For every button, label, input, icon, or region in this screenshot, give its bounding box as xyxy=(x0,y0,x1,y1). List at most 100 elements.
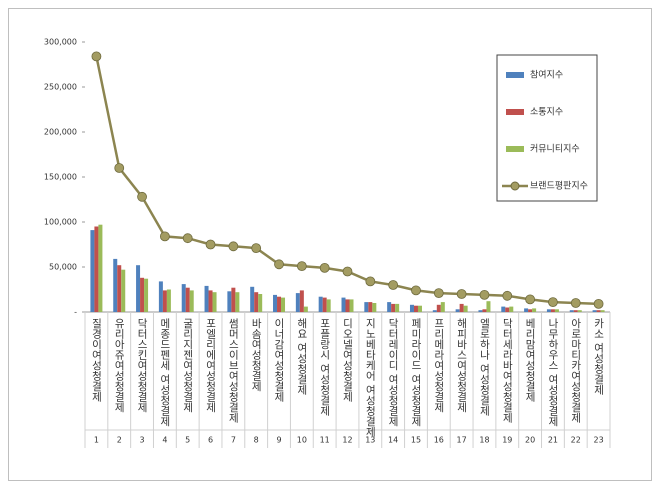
bar xyxy=(463,305,468,312)
bar xyxy=(181,284,186,312)
y-tick-label: 100,000 xyxy=(44,218,77,227)
marker xyxy=(433,288,444,299)
bar xyxy=(299,290,304,312)
bar xyxy=(318,296,323,312)
bar xyxy=(281,297,286,312)
bar xyxy=(345,299,350,312)
x-tick-label: 지노베타케어 여성청결제 xyxy=(364,318,376,438)
marker xyxy=(296,261,307,272)
legend-label: 커뮤니티지수 xyxy=(530,144,580,155)
bar xyxy=(391,303,396,312)
bar xyxy=(573,310,578,312)
rank-label: 1 xyxy=(94,436,99,445)
marker xyxy=(593,298,604,309)
bar xyxy=(440,302,445,312)
rank-label: 13 xyxy=(365,436,375,445)
bar xyxy=(455,309,460,312)
bar xyxy=(509,306,514,312)
marker xyxy=(251,243,262,254)
x-tick-label: 카소 여성청결제 xyxy=(593,318,605,396)
bar xyxy=(117,265,122,312)
x-tick-label: 디오넬여성청결제 xyxy=(342,318,354,403)
legend-box xyxy=(496,54,598,202)
y-tick-label: 300,000 xyxy=(44,38,77,47)
x-tick-label: 닥터세라바여성청결제 xyxy=(501,318,513,424)
bar xyxy=(144,278,149,312)
rank-label: 12 xyxy=(342,436,352,445)
x-tick-label: 닥터레이디 여성청결제 xyxy=(387,318,399,427)
bar xyxy=(326,299,331,312)
bar xyxy=(478,310,483,312)
rank-label: 18 xyxy=(479,436,489,445)
y-tick-label: - xyxy=(74,308,77,317)
rank-label: 15 xyxy=(411,436,421,445)
bar xyxy=(258,294,263,312)
legend-swatch xyxy=(510,181,520,191)
rank-label: 2 xyxy=(117,436,122,445)
rank-label: 3 xyxy=(140,436,145,445)
bar xyxy=(417,305,422,312)
bar xyxy=(94,226,99,312)
rank-label: 16 xyxy=(434,436,444,445)
y-tick-label: 150,000 xyxy=(44,173,77,182)
marker xyxy=(342,266,353,277)
x-tick-label: 굴리지젠여성청결제 xyxy=(182,318,194,413)
y-tick-label: 50,000 xyxy=(49,263,77,272)
bar xyxy=(459,303,464,312)
rank-label: 19 xyxy=(502,436,512,445)
bar xyxy=(387,302,392,312)
bar xyxy=(546,309,551,312)
x-tick-label: 나무하우스 여성청결제 xyxy=(547,318,559,427)
bar xyxy=(90,230,95,312)
rank-label: 10 xyxy=(297,436,307,445)
legend-label: 브랜드평판지수 xyxy=(530,181,588,192)
bar xyxy=(532,308,537,312)
bar xyxy=(596,310,601,312)
bar xyxy=(208,290,213,312)
rank-label: 6 xyxy=(208,436,213,445)
bar xyxy=(413,305,418,312)
marker xyxy=(114,163,125,173)
rank-label: 21 xyxy=(548,436,558,445)
x-tick-label: 이너감여성청결제 xyxy=(273,318,285,403)
bar xyxy=(501,306,506,312)
bar xyxy=(204,285,209,312)
bar xyxy=(395,303,400,312)
marker xyxy=(502,290,513,301)
rank-label: 14 xyxy=(388,436,398,445)
x-tick-label: 해피바스여성청결제 xyxy=(456,317,468,413)
marker xyxy=(319,262,330,273)
x-tick-label: 메종드펜세 여성청결제 xyxy=(159,318,171,427)
marker xyxy=(137,191,147,202)
bar xyxy=(592,310,597,312)
x-tick-label: 포엘리에여성청결제 xyxy=(205,318,217,413)
bar xyxy=(295,293,300,312)
bar xyxy=(349,299,354,312)
rank-label: 9 xyxy=(276,436,281,445)
rank-label: 7 xyxy=(231,436,236,445)
legend-swatch xyxy=(506,72,524,78)
x-tick-label: 페미라이드 여성청결제 xyxy=(410,318,422,427)
bar xyxy=(113,258,118,312)
x-tick-label: 프리메라여성청결제 xyxy=(433,318,445,413)
bar xyxy=(409,304,414,312)
bar xyxy=(136,265,141,312)
bar xyxy=(250,286,255,312)
y-tick-label: 250,000 xyxy=(44,83,77,92)
bar xyxy=(185,287,190,312)
bar xyxy=(372,303,377,312)
bar xyxy=(254,292,259,312)
bar xyxy=(364,302,369,312)
marker xyxy=(159,231,170,242)
bar xyxy=(166,289,171,312)
marker xyxy=(91,51,102,62)
marker xyxy=(274,259,284,270)
x-tick-label: 닥터스킨여성청결제 xyxy=(136,318,148,413)
rank-label: 20 xyxy=(525,436,535,445)
legend-label: 소통지수 xyxy=(530,107,563,118)
marker xyxy=(388,280,399,290)
x-tick-label: 엘로하나 여성청결제 xyxy=(478,317,490,416)
bar xyxy=(554,309,559,312)
legend-swatch xyxy=(506,146,524,152)
